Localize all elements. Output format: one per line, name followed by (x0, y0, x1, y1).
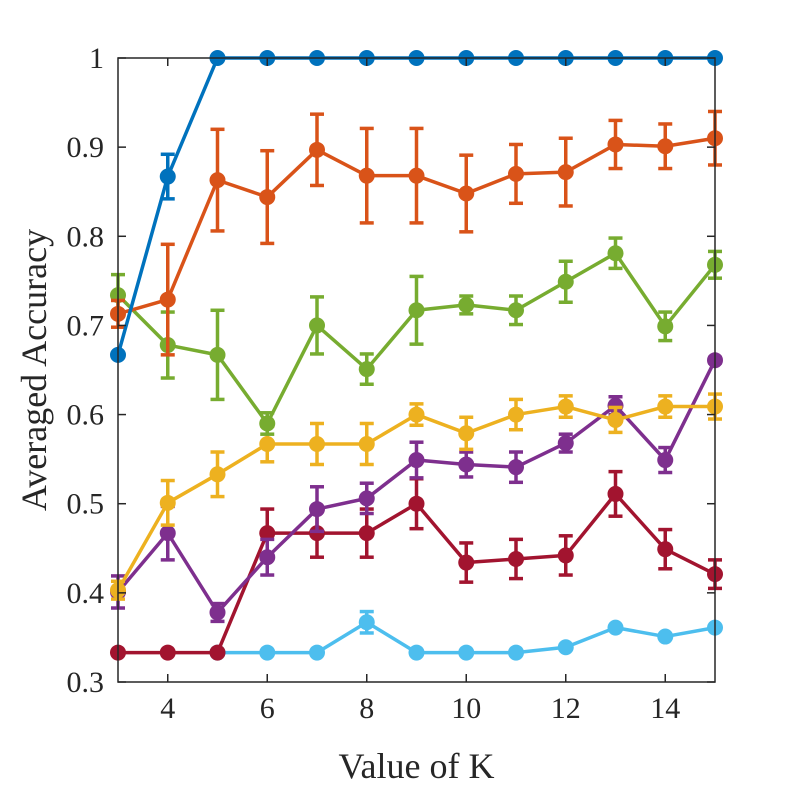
series-5-point-10 (607, 485, 624, 502)
series-1-point-2 (209, 172, 226, 189)
series-6-point-3 (259, 644, 276, 661)
series-1-point-3 (259, 189, 276, 206)
series-1-point-5 (358, 167, 375, 184)
series-3-point-1 (159, 494, 176, 511)
series-4-point-9 (557, 435, 574, 452)
series-5 (110, 469, 723, 661)
series-4-point-4 (309, 501, 325, 518)
series-5-point-8 (508, 550, 524, 567)
series-2-point-2 (209, 346, 226, 363)
y-tick-label-0: 0.3 (67, 666, 105, 699)
y-tick-label-4: 0.7 (67, 309, 105, 342)
series-6-point-5 (358, 614, 375, 631)
y-tick-label-6: 0.9 (67, 131, 105, 164)
series-1 (110, 109, 723, 357)
series-2-point-9 (557, 273, 574, 290)
x-tick-label-4: 12 (551, 692, 581, 725)
series-2-point-5 (358, 361, 375, 378)
series-2-point-7 (458, 296, 475, 313)
series-3-point-7 (458, 425, 475, 442)
series-6-point-8 (508, 644, 524, 661)
series-5-point-2 (209, 644, 226, 661)
series-5-point-7 (458, 554, 475, 571)
series-3-point-9 (557, 398, 574, 415)
series-3-point-2 (209, 466, 226, 483)
series-4-point-8 (508, 459, 524, 476)
series-3-point-11 (657, 398, 674, 415)
series-4-point-5 (358, 490, 375, 507)
series-4-point-11 (657, 452, 674, 469)
series-1-point-8 (508, 165, 524, 182)
axis-ticks: 4 6 8 10 12 14 0.3 0.4 0.5 0.6 0.7 0.8 0.9 1 (67, 42, 715, 725)
series-5-point-5 (358, 525, 375, 542)
series-4-point-6 (408, 452, 425, 469)
y-axis-label: Averaged Accuracy (14, 229, 54, 511)
x-tick-label-2: 8 (359, 692, 374, 725)
series-6-point-6 (408, 644, 425, 661)
y-tick-label-7: 1 (89, 42, 104, 75)
series-3-point-10 (607, 411, 624, 428)
series-5-point-4 (309, 525, 325, 542)
series-3-point-5 (358, 435, 375, 452)
series-4-point-7 (458, 456, 475, 473)
series-2-point-11 (657, 318, 674, 335)
series-6-point-10 (607, 619, 624, 636)
series-1-point-4 (309, 141, 325, 158)
series-3-point-4 (309, 435, 325, 452)
series-4-point-1 (159, 525, 176, 542)
y-tick-label-3: 0.6 (67, 399, 105, 432)
series-4-point-2 (209, 604, 226, 621)
series-2-point-10 (607, 245, 624, 262)
series-5-point-9 (557, 547, 574, 564)
series-2-point-3 (259, 415, 276, 432)
series-1-point-10 (607, 136, 624, 153)
series-2 (110, 236, 723, 436)
series-6-point-9 (557, 639, 574, 656)
x-tick-label-1: 6 (260, 692, 275, 725)
series-3-point-6 (408, 406, 425, 423)
series-0-point-1 (159, 168, 176, 185)
series-3 (110, 392, 723, 601)
series-4-point-10 (607, 397, 624, 414)
series-3-point-8 (508, 406, 524, 423)
series-2-point-8 (508, 302, 524, 319)
series-5-point-3 (259, 525, 276, 542)
series-2-point-6 (408, 302, 425, 319)
y-tick-label-1: 0.4 (67, 577, 105, 610)
x-tick-label-0: 4 (160, 692, 175, 725)
series-3-point-3 (259, 435, 276, 452)
series-6-point-4 (309, 644, 325, 661)
series-4-point-3 (259, 549, 276, 566)
series-1-point-11 (657, 138, 674, 155)
series-1-point-9 (557, 164, 574, 181)
series-2-point-4 (309, 317, 325, 334)
series-1-point-7 (458, 185, 475, 202)
x-tick-label-5: 14 (650, 692, 680, 725)
series-5-point-1 (159, 644, 176, 661)
y-tick-label-2: 0.5 (67, 488, 105, 521)
series-5-point-11 (657, 541, 674, 558)
series-5-point-6 (408, 495, 425, 512)
series-6-point-11 (657, 628, 674, 645)
series-1-point-1 (159, 291, 176, 308)
series-6 (209, 609, 723, 661)
x-axis-label: Value of K (339, 746, 495, 786)
plot-area (110, 50, 723, 661)
axes-box (117, 57, 716, 683)
x-tick-label-3: 10 (451, 692, 481, 725)
series-6-point-7 (458, 644, 475, 661)
series-1-point-6 (408, 167, 425, 184)
y-tick-label-5: 0.8 (67, 220, 105, 253)
